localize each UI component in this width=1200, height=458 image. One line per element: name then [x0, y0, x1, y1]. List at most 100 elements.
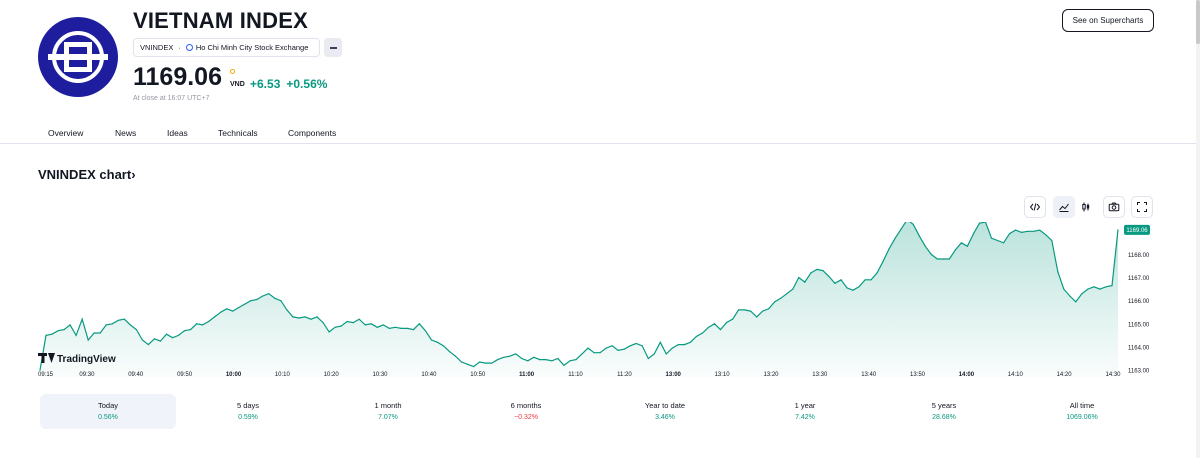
separator: ·	[178, 43, 181, 52]
chart-point	[424, 330, 426, 332]
x-tick-label: 13:00	[666, 372, 682, 378]
chart-point	[990, 237, 993, 239]
chart-point	[503, 356, 505, 358]
chart-point	[864, 279, 866, 281]
price-chart[interactable]: 09:15 09:30 09:40 09:50 10:00 10:10 10:20 10:30…	[0, 222, 1160, 382]
tab-bar: Overview News Ideas Technicals Component…	[0, 125, 1196, 144]
range-1-month[interactable]: 1 month 7.07%	[320, 394, 456, 429]
chart-point	[515, 353, 517, 355]
chart-point	[563, 364, 565, 366]
line-chart-icon[interactable]	[1053, 196, 1075, 218]
tab-news[interactable]: News	[115, 128, 137, 138]
chart-point	[250, 300, 252, 302]
chart-point	[141, 339, 143, 341]
chart-point	[280, 300, 282, 302]
see-on-supercharts-button[interactable]: See on Supercharts	[1062, 9, 1154, 32]
x-tick-label: 09:15	[38, 372, 54, 378]
chart-point	[111, 323, 113, 325]
tab-technicals[interactable]: Technicals	[218, 128, 258, 138]
range-1-year[interactable]: 1 year 7.42%	[737, 394, 873, 429]
chart-point	[346, 320, 348, 323]
chart-point	[406, 327, 408, 329]
chart-point	[370, 323, 372, 325]
range-value: 1069.06%	[1066, 414, 1098, 421]
chart-point	[171, 337, 174, 339]
hose-logo-icon	[38, 17, 118, 97]
chart-title-link[interactable]: VNINDEX chart›	[38, 167, 136, 182]
x-tick-label: 10:10	[275, 372, 291, 378]
symbol-label: VNINDEX	[140, 43, 174, 52]
chart-point	[69, 324, 71, 326]
x-tick-label: 13:50	[910, 372, 926, 378]
change-absolute: +6.53	[250, 77, 281, 91]
range-5-years[interactable]: 5 years 28.68%	[876, 394, 1012, 429]
chart-point	[828, 275, 830, 277]
chart-point	[641, 345, 643, 347]
symbol-exchange-pill[interactable]: VNINDEX · Ho Chi Minh City Stock Exchang…	[133, 38, 320, 57]
tab-overview[interactable]: Overview	[48, 128, 84, 138]
chart-point	[105, 324, 107, 326]
chart-point	[786, 293, 788, 295]
price-change: +6.53 +0.56%	[250, 77, 333, 91]
chart-point	[930, 253, 932, 255]
remove-watchlist-button[interactable]	[324, 38, 342, 57]
chart-point	[671, 347, 673, 349]
range-value: 0.56%	[98, 414, 118, 421]
x-tick-label: 09:30	[79, 372, 95, 378]
range-label: Year to date	[644, 401, 686, 410]
chart-point	[623, 348, 625, 350]
chart-point	[1081, 293, 1083, 295]
chart-point	[412, 329, 414, 331]
chart-point	[1003, 242, 1005, 244]
chart-point	[997, 239, 999, 242]
chart-point	[593, 352, 595, 354]
embed-code-icon[interactable]	[1024, 196, 1046, 218]
range-6-months[interactable]: 6 months −0.32%	[458, 394, 594, 429]
fullscreen-icon[interactable]	[1131, 196, 1153, 218]
chart-point	[870, 279, 872, 281]
chart-point	[780, 297, 782, 299]
chart-point	[1057, 271, 1059, 273]
chart-point	[539, 359, 541, 361]
candles-icon[interactable]	[1075, 196, 1097, 218]
chart-point	[635, 342, 637, 345]
chart-point	[509, 355, 511, 357]
y-tick-label: 1164.00	[1128, 345, 1150, 351]
x-tick-label: 14:00	[959, 372, 975, 378]
chart-point	[762, 310, 764, 312]
chart-point	[882, 260, 884, 262]
watermark-text: TradingView	[57, 354, 116, 365]
chart-point	[75, 334, 77, 336]
range-year-to-date[interactable]: Year to date 3.46%	[597, 394, 733, 429]
range-label: Today	[97, 401, 118, 410]
x-tick-label: 11:10	[568, 372, 583, 378]
chart-point	[912, 223, 914, 225]
chart-point	[587, 347, 589, 349]
chart-point	[1045, 234, 1047, 236]
chart-point	[713, 323, 716, 325]
chart-point	[888, 248, 890, 250]
x-tick-label: 10:20	[324, 372, 340, 378]
tradingview-watermark: TradingView	[38, 353, 116, 365]
chart-point	[707, 326, 710, 328]
chart-point	[804, 281, 806, 283]
range-5-days[interactable]: 5 days 0.59%	[180, 394, 316, 429]
tab-components[interactable]: Components	[288, 128, 337, 138]
chart-point	[701, 332, 704, 334]
camera-icon[interactable]	[1103, 196, 1125, 218]
y-tick-label: 1167.00	[1128, 276, 1150, 282]
range-label: All time	[1069, 401, 1095, 410]
chart-point	[894, 237, 896, 239]
tab-ideas[interactable]: Ideas	[167, 128, 188, 138]
chart-point	[147, 344, 149, 346]
chart-point	[533, 356, 535, 358]
scrollbar-thumb[interactable]	[1196, 0, 1200, 44]
chart-point	[479, 361, 481, 363]
range-today[interactable]: Today 0.56%	[40, 394, 176, 429]
close-time: At close at 16:07 UTC+7	[133, 95, 210, 102]
page-scrollbar[interactable]	[1196, 0, 1200, 458]
chart-point	[268, 293, 270, 295]
chart-point	[834, 282, 836, 284]
chart-point	[473, 366, 475, 368]
range-all-time[interactable]: All time 1069.06%	[1014, 394, 1150, 429]
